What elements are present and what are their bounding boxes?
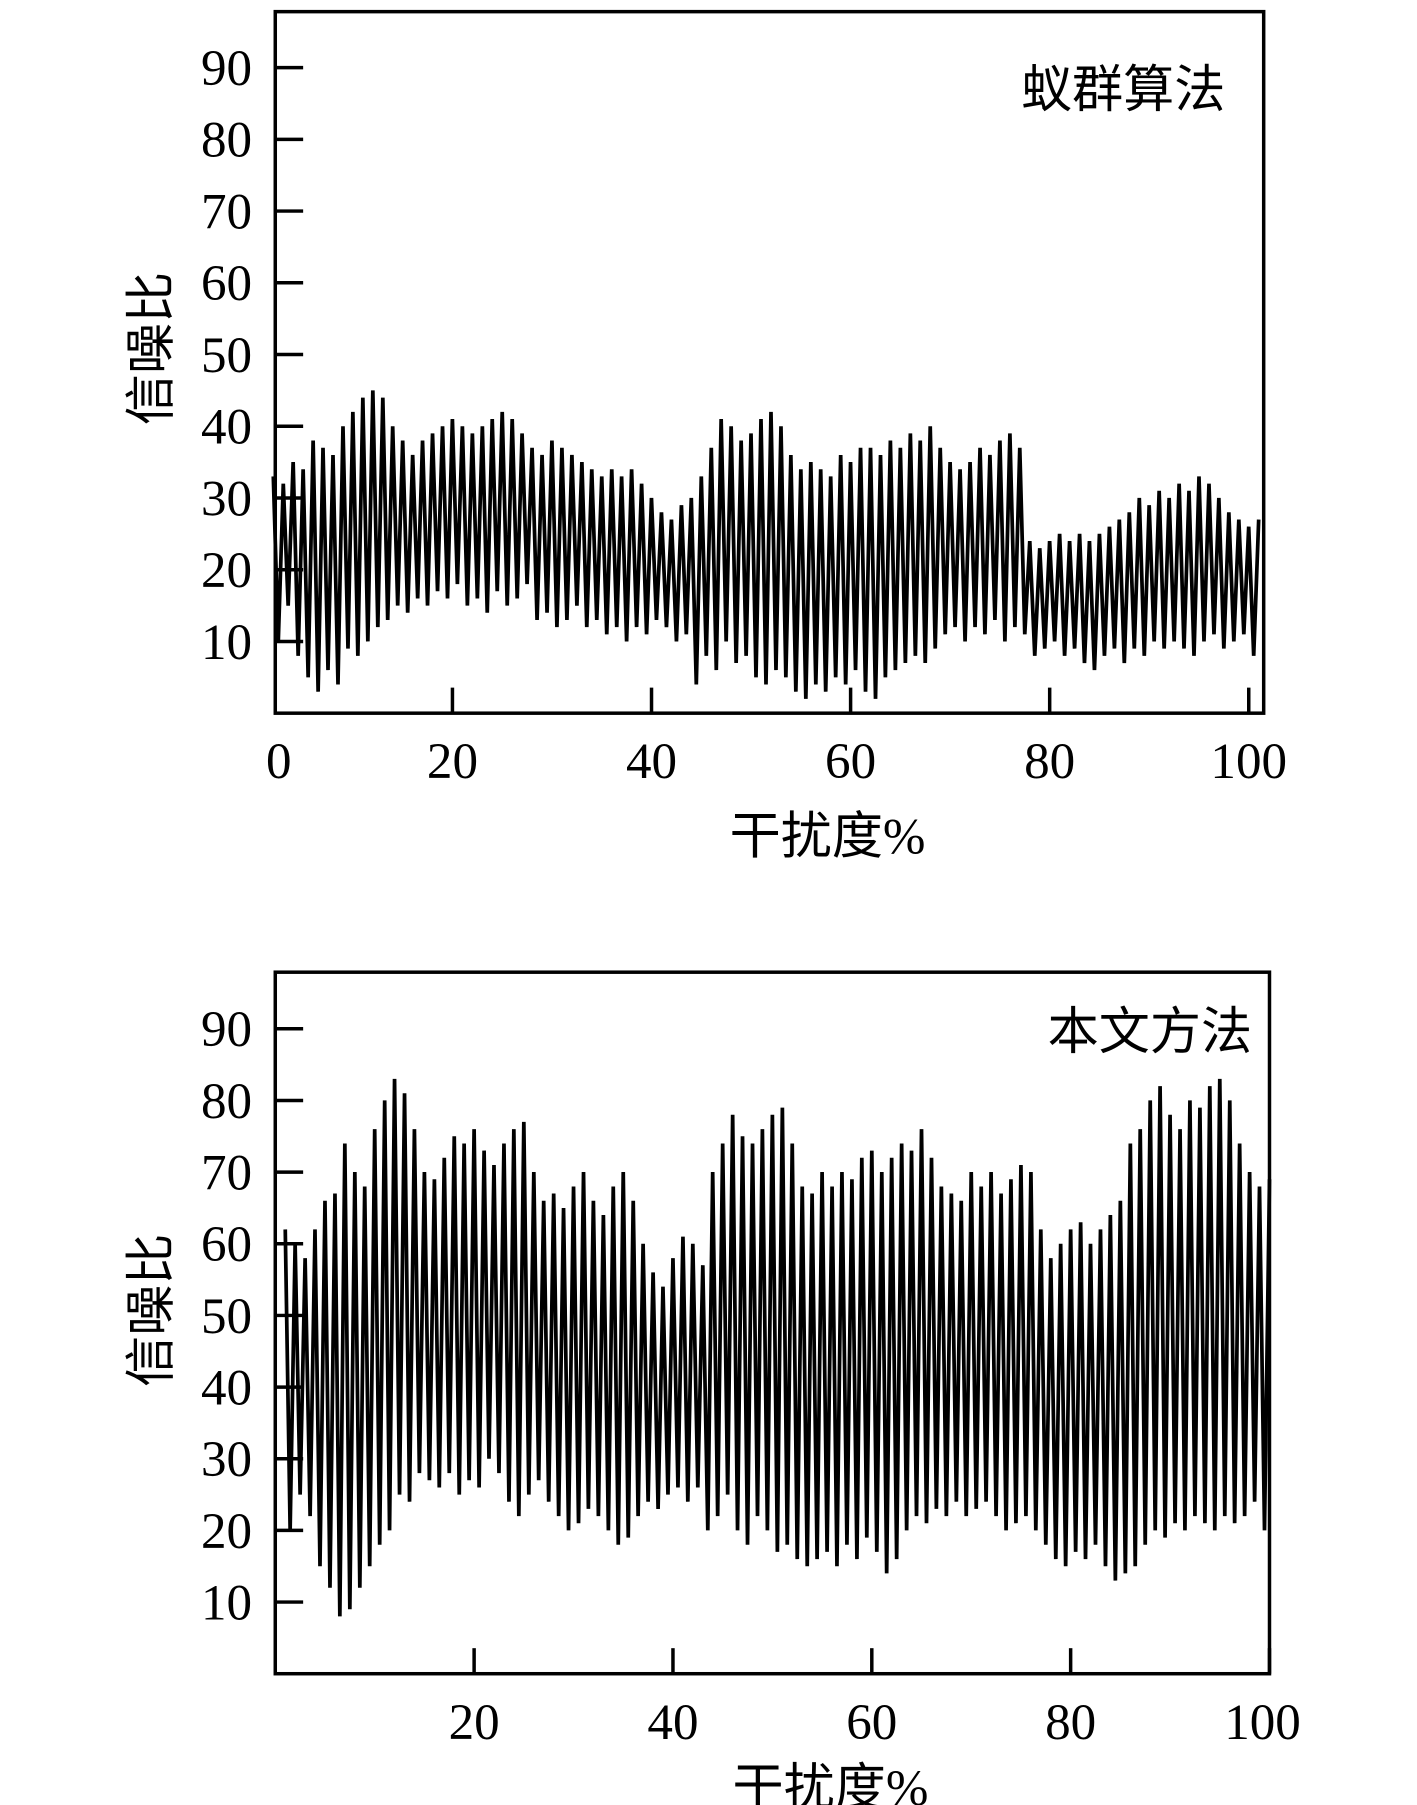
chart2-x-tick-label: 60 <box>846 1694 897 1751</box>
chart1-x-tick-label: 60 <box>825 733 876 790</box>
chart1-y-tick-label: 20 <box>201 542 252 599</box>
chart2-y-tick-label: 80 <box>201 1073 252 1130</box>
chart2-y-tick-label: 10 <box>201 1574 252 1631</box>
chart1-y-tick-label: 70 <box>201 183 252 240</box>
chart2-x-tick-label: 80 <box>1045 1694 1096 1751</box>
chart2-y-tick-label: 60 <box>201 1216 252 1273</box>
chart1-y-tick-label: 50 <box>201 327 252 384</box>
chart1-x-tick-label: 20 <box>427 733 478 790</box>
chart1-y-tick-label: 40 <box>201 399 252 456</box>
chart2-y-tick-label: 50 <box>201 1288 252 1345</box>
chart1-x-tick-label: 0 <box>266 733 292 790</box>
chart1-x-tick-label: 100 <box>1210 733 1287 790</box>
chart2-x-tick-label: 100 <box>1224 1694 1301 1751</box>
chart1-plot-frame <box>273 9 1266 715</box>
chart2-y-tick-label: 30 <box>201 1431 252 1488</box>
chart2-series-line <box>283 1078 1272 1617</box>
chart2-title: 本文方法 <box>1048 1004 1252 1061</box>
chart2-x-tick-label: 40 <box>647 1694 698 1751</box>
chart1-x-axis-label: 干扰度% <box>730 809 926 866</box>
chart1-y-tick-label: 60 <box>201 255 252 312</box>
chart2-plot-frame <box>273 970 1272 1676</box>
chart1-title: 蚁群算法 <box>1021 62 1225 119</box>
chart2-y-tick-label: 90 <box>201 1001 252 1058</box>
chart1-y-tick-label: 30 <box>201 470 252 527</box>
chart2-y-tick-label: 40 <box>201 1360 252 1417</box>
chart2-x-axis-label: 干扰度% <box>733 1760 929 1805</box>
chart2-x-tick-label: 20 <box>449 1694 500 1751</box>
chart2-y-axis-label: 信噪比 <box>123 1234 180 1387</box>
chart1-y-tick-label: 80 <box>201 112 252 169</box>
chart2-y-tick-label: 70 <box>201 1145 252 1202</box>
chart1-y-axis-label: 信噪比 <box>123 272 180 425</box>
chart1-y-tick-label: 10 <box>201 614 252 671</box>
chart1-series-line <box>271 390 1261 699</box>
chart1-x-tick-label: 80 <box>1024 733 1075 790</box>
chart1-y-tick-label: 90 <box>201 40 252 97</box>
chart2-y-tick-label: 20 <box>201 1503 252 1560</box>
chart1-x-tick-label: 40 <box>626 733 677 790</box>
